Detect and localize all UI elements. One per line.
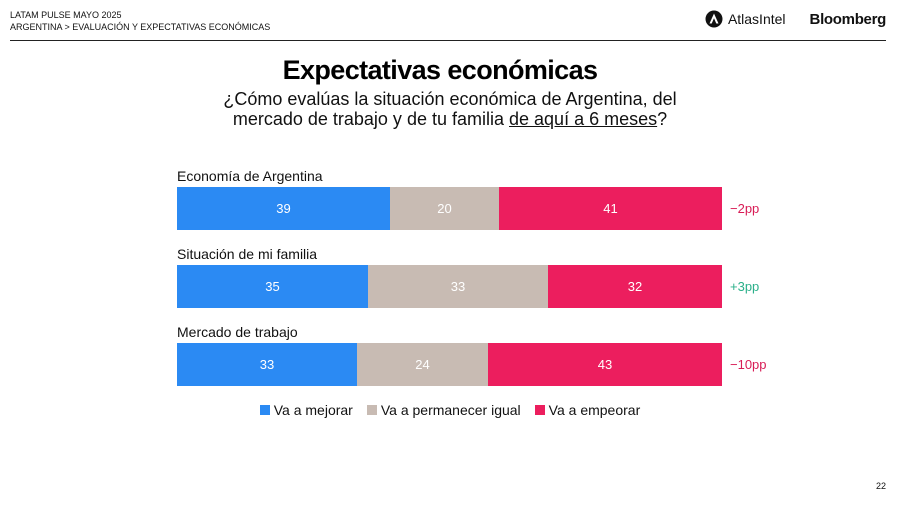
data-label: 33 <box>450 279 466 294</box>
data-label: 41 <box>603 201 618 216</box>
chart-title: Expectativas económicas <box>282 55 598 85</box>
atlasintel-logo: AtlasIntel <box>705 10 786 28</box>
data-label: 24 <box>415 357 430 372</box>
subtitle-emphasis: de aquí a 6 meses <box>509 109 658 129</box>
subtitle-line-1: ¿Cómo evalúas la situación económica de … <box>223 89 677 109</box>
data-label: 32 <box>627 279 643 294</box>
bar-segment-empeorar: 41 <box>499 187 722 230</box>
category-label: Economía de Argentina <box>177 168 323 184</box>
bar-segment-empeorar: 43 <box>488 343 722 386</box>
stacked-bar: 33 24 43 <box>177 343 722 386</box>
subtitle-line-2-text: mercado de trabajo y de tu familia <box>232 109 504 129</box>
legend-swatch-empeorar <box>534 405 545 415</box>
bar-segment-igual: 24 <box>357 343 488 386</box>
breadcrumb: ARGENTINA > EVALUACIÓN Y EXPECTATIVAS EC… <box>10 22 271 32</box>
data-label: 20 <box>437 201 452 216</box>
report-header: LATAM PULSE MAYO 2025 ARGENTINA > EVALUA… <box>10 9 270 33</box>
bar-segment-mejorar: 35 <box>177 265 368 308</box>
atlasintel-logo-text: AtlasIntel <box>727 11 786 27</box>
header-divider <box>10 40 886 41</box>
data-label: 35 <box>265 279 280 294</box>
report-title: LATAM PULSE MAYO 2025 <box>10 10 122 20</box>
bar-segment-empeorar: 32 <box>548 265 722 308</box>
bloomberg-logo: Bloomberg <box>809 10 887 28</box>
category-label: Situación de mi familia <box>177 246 318 262</box>
category-label: Mercado de trabajo <box>177 324 298 340</box>
subtitle-line-2: mercado de trabajo y de tu familia de aq… <box>0 109 900 129</box>
legend-label-igual: Va a permanecer igual <box>380 402 521 418</box>
legend-item-empeorar: Va a empeorar <box>534 402 641 418</box>
delta-label: +3pp <box>730 279 760 294</box>
data-label: 33 <box>259 357 275 372</box>
data-label: 43 <box>597 357 613 372</box>
subtitle-qmark: ? <box>657 109 668 129</box>
legend-item-igual: Va a permanecer igual <box>366 402 521 418</box>
legend-item-mejorar: Va a mejorar <box>259 402 353 418</box>
chart-subtitle: ¿Cómo evalúas la situación económica de … <box>0 89 900 129</box>
atlasintel-mark-icon <box>705 10 723 28</box>
legend-swatch-mejorar <box>259 405 270 415</box>
data-label: 39 <box>276 201 291 216</box>
legend-label-empeorar: Va a empeorar <box>548 402 641 418</box>
legend-label-mejorar: Va a mejorar <box>273 402 353 418</box>
bar-segment-mejorar: 33 <box>177 343 357 386</box>
bar-segment-mejorar: 39 <box>177 187 390 230</box>
page-number: 22 <box>875 481 886 491</box>
legend: Va a mejorar Va a permanecer igual Va a … <box>0 402 900 418</box>
logos: AtlasIntel Bloomberg <box>705 9 886 29</box>
delta-label: −10pp <box>730 357 767 372</box>
legend-swatch-igual <box>366 405 377 415</box>
bar-segment-igual: 20 <box>390 187 499 230</box>
bar-segment-igual: 33 <box>368 265 548 308</box>
stacked-bar: 39 20 41 <box>177 187 722 230</box>
delta-label: −2pp <box>730 201 760 216</box>
stacked-bar: 35 33 32 <box>177 265 722 308</box>
